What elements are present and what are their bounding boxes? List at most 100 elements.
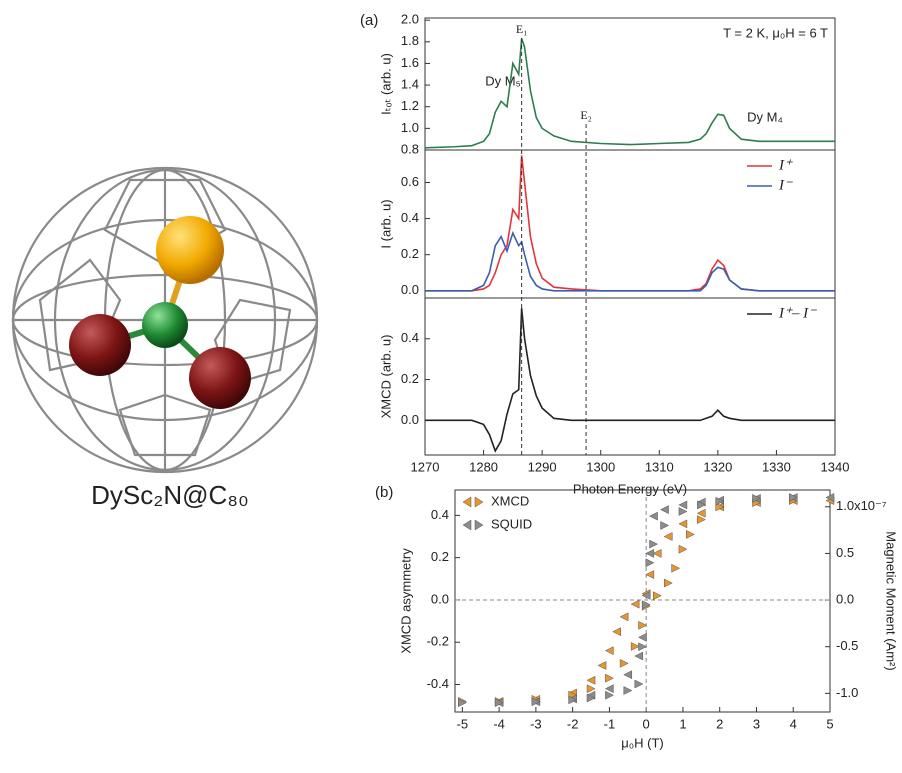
y-tick-label: 1.2 bbox=[401, 98, 419, 113]
y-tick-label: -0.2 bbox=[427, 634, 449, 649]
point bbox=[641, 590, 651, 600]
y2-tick-label: 1.0x10⁻⁷ bbox=[836, 498, 887, 513]
y2-tick-label: 0.0 bbox=[836, 592, 854, 607]
annotation: Dy M₅ bbox=[485, 73, 521, 88]
x-tick-label: -5 bbox=[457, 716, 469, 731]
point bbox=[825, 493, 835, 502]
y-axis-label: I (arb. u) bbox=[378, 199, 393, 248]
line bbox=[425, 230, 835, 292]
y-axis-label: XMCD asymmetry bbox=[398, 548, 413, 654]
point bbox=[697, 500, 706, 510]
y2-tick-label: 0.5 bbox=[836, 545, 854, 560]
point bbox=[663, 578, 673, 588]
point bbox=[597, 661, 607, 670]
x-tick-label: 1310 bbox=[645, 459, 674, 474]
x-axis-label: Photon Energy (eV) bbox=[573, 481, 687, 496]
point bbox=[752, 493, 762, 503]
y-tick-label: 0.0 bbox=[401, 412, 419, 427]
y-axis-label: Iₜₒₜ (arb. u) bbox=[378, 53, 393, 115]
plot-frame bbox=[454, 489, 831, 713]
point bbox=[663, 532, 673, 541]
y2-tick-label: -1.0 bbox=[836, 685, 858, 700]
y-tick-label: 0.2 bbox=[401, 246, 419, 261]
point bbox=[678, 500, 688, 510]
legend-swatch bbox=[474, 496, 484, 508]
point bbox=[659, 505, 669, 514]
plot-frame bbox=[424, 297, 836, 456]
y-tick-label: 1.6 bbox=[401, 55, 419, 70]
y-tick-label: 2.0 bbox=[401, 12, 419, 27]
line bbox=[425, 155, 835, 292]
point bbox=[648, 511, 658, 521]
point bbox=[619, 612, 629, 622]
energy-marker-label: E₁ bbox=[516, 22, 528, 36]
line bbox=[424, 38, 835, 149]
point bbox=[645, 549, 655, 558]
point bbox=[678, 544, 688, 554]
point bbox=[696, 508, 706, 518]
legend-label: SQUID bbox=[491, 516, 532, 531]
x-tick-label: 1340 bbox=[821, 459, 850, 474]
x-tick-label: 5 bbox=[826, 716, 833, 731]
x-axis-label: μ₀H (T) bbox=[621, 735, 664, 750]
x-tick-label: -2 bbox=[567, 716, 579, 731]
y-tick-label: -0.4 bbox=[427, 676, 449, 691]
point bbox=[649, 539, 659, 549]
point bbox=[638, 642, 648, 652]
point bbox=[678, 519, 688, 529]
y-tick-label: 1.4 bbox=[401, 77, 419, 92]
point bbox=[623, 686, 633, 695]
point bbox=[630, 599, 640, 609]
x-tick-label: 1300 bbox=[586, 459, 615, 474]
point bbox=[652, 549, 662, 558]
x-tick-label: -3 bbox=[530, 716, 542, 731]
point bbox=[623, 670, 633, 680]
point bbox=[697, 515, 706, 525]
point bbox=[652, 591, 662, 601]
point bbox=[678, 507, 688, 516]
y-tick-label: 0.0 bbox=[401, 282, 419, 297]
y-tick-label: 1.8 bbox=[401, 33, 419, 48]
legend-swatch bbox=[474, 519, 484, 531]
point bbox=[605, 673, 614, 683]
point bbox=[458, 698, 467, 708]
point bbox=[494, 698, 504, 708]
point bbox=[604, 684, 614, 694]
point bbox=[630, 642, 640, 651]
y-tick-label: 0.4 bbox=[431, 507, 449, 522]
x-tick-label: 1280 bbox=[469, 459, 498, 474]
point bbox=[634, 651, 644, 661]
point bbox=[634, 679, 644, 689]
point bbox=[604, 646, 614, 656]
molecule-label: DySc₂N@C₈₀ bbox=[91, 480, 249, 510]
point bbox=[686, 529, 695, 539]
y-tick-label: 0.4 bbox=[401, 210, 419, 225]
y-axis-label: XMCD (arb. u) bbox=[378, 335, 393, 419]
x-tick-label: 1 bbox=[679, 716, 686, 731]
point bbox=[619, 658, 629, 668]
y-tick-label: 0.4 bbox=[401, 330, 419, 345]
x-tick-label: 3 bbox=[753, 716, 760, 731]
y-tick-label: 1.0 bbox=[401, 120, 419, 135]
x-tick-label: 0 bbox=[643, 716, 650, 731]
panel-label: (b) bbox=[375, 484, 393, 501]
legend-swatch bbox=[462, 496, 472, 508]
legend-label: I⁺ bbox=[778, 157, 793, 173]
x-tick-label: 1270 bbox=[411, 459, 440, 474]
y2-axis-label: Magnetic Moment (Am²) bbox=[884, 531, 899, 670]
point bbox=[637, 632, 647, 642]
y-tick-label: 0.2 bbox=[401, 371, 419, 386]
point bbox=[612, 627, 622, 637]
y-tick-label: 0.8 bbox=[401, 141, 419, 156]
panel-label: (a) bbox=[360, 12, 378, 29]
y-tick-label: 0.2 bbox=[431, 549, 449, 564]
y-tick-label: 0.0 bbox=[431, 591, 449, 606]
x-tick-label: 2 bbox=[716, 716, 723, 731]
x-tick-label: 1330 bbox=[762, 459, 791, 474]
point bbox=[645, 558, 655, 568]
point bbox=[715, 502, 725, 512]
x-tick-label: 4 bbox=[790, 716, 797, 731]
point bbox=[660, 521, 670, 530]
molecule bbox=[11, 166, 319, 474]
